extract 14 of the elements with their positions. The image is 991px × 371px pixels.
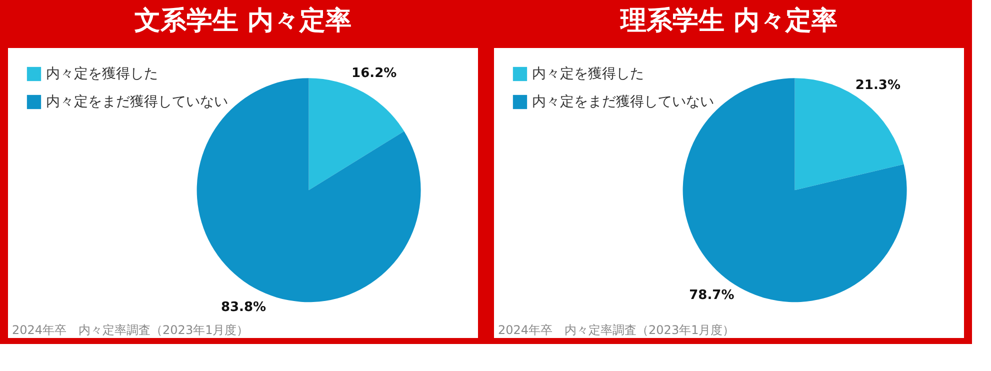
pie-slice [308,78,404,190]
data-label: 16.2% [352,66,397,82]
data-label: 21.3% [855,78,900,93]
text: 2024年卒 内々定率調査（2023年1月度） [12,323,249,337]
pie-slice [794,78,904,190]
text: 2024年卒 内々定率調査（2023年1月度） [498,323,735,337]
chart-title: 理系学生 内々定率 [619,6,838,36]
legend-label: 内々定を獲得した [532,66,644,82]
legend-label: 内々定をまだ獲得していない [532,94,714,110]
legend-label: 内々定を獲得した [46,66,158,82]
data-label: 78.7% [689,288,734,304]
legend-label: 内々定をまだ獲得していない [46,94,228,110]
data-label: 83.8% [220,300,266,316]
chart-title: 文系学生 内々定率 [134,6,352,36]
